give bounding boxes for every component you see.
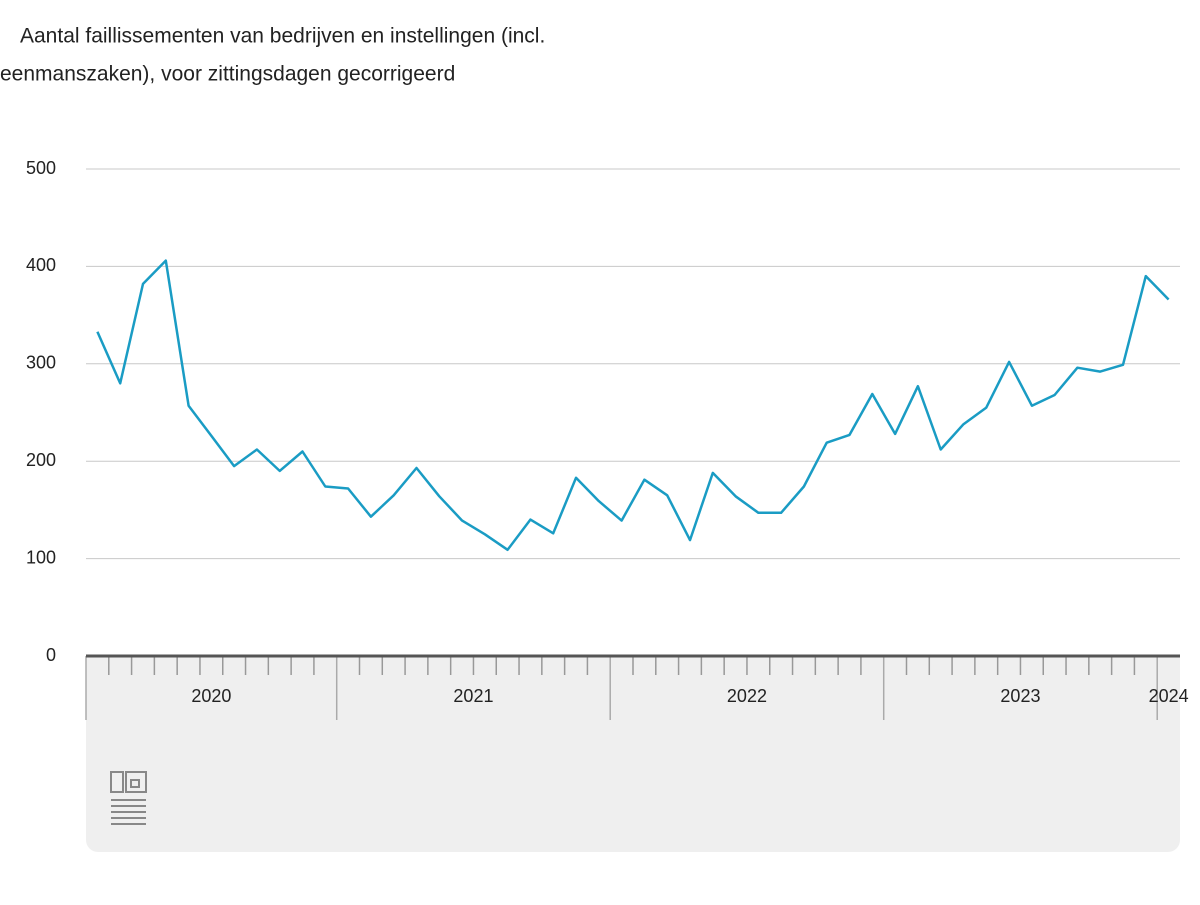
y-tick-label: 300: [26, 353, 56, 373]
y-tick-label: 400: [26, 255, 56, 275]
chart-title: Aantal faillissementen van bedrijven en …: [20, 25, 545, 48]
cbs-logo: [110, 771, 147, 825]
x-tick-label: 2020: [191, 686, 231, 706]
x-tick-label: 2022: [727, 686, 767, 706]
chart-title: eenmanszaken), voor zittingsdagen gecorr…: [0, 63, 455, 86]
line-series: [96, 259, 1170, 552]
y-tick-label: 100: [26, 547, 56, 567]
y-tick-label: 0: [46, 645, 56, 665]
x-tick-label: 2024: [1149, 686, 1189, 706]
y-tick-label: 200: [26, 450, 56, 470]
axis-panel: [86, 656, 1180, 852]
x-tick-label: 2023: [1000, 686, 1040, 706]
x-tick-label: 2021: [453, 686, 493, 706]
y-tick-label: 500: [26, 158, 56, 178]
